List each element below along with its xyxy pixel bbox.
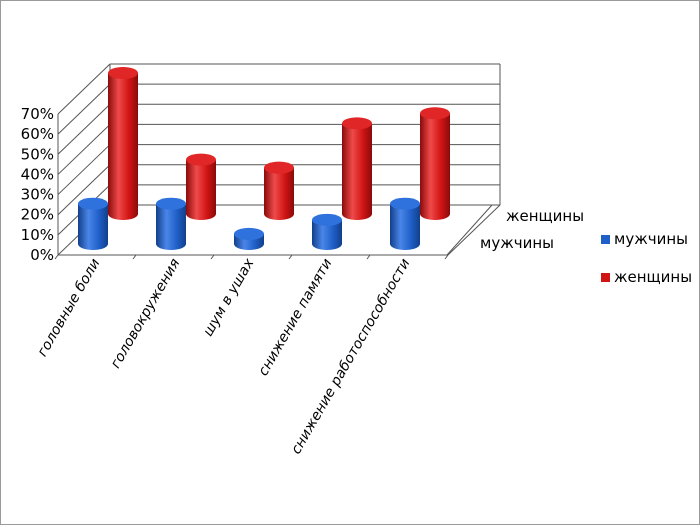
bar-women xyxy=(264,161,294,220)
bar-men xyxy=(312,213,342,250)
legend-label: мужчины xyxy=(614,230,688,248)
bar-women xyxy=(108,67,138,220)
legend-label: женщины xyxy=(614,268,692,286)
y-tick-label: 10% xyxy=(21,226,54,244)
legend-item: женщины xyxy=(601,268,692,286)
x-category-label: снижение памяти xyxy=(255,256,335,379)
bar-men xyxy=(78,197,108,250)
x-category-label: головокружения xyxy=(108,256,184,371)
x-tick xyxy=(444,254,449,260)
y-tick-label: 0% xyxy=(30,246,54,264)
y-tick-label: 50% xyxy=(21,145,54,163)
y-tick-label: 60% xyxy=(21,125,54,143)
legend-swatch xyxy=(601,273,610,282)
depth-label-women: женщины xyxy=(506,207,584,225)
gridline xyxy=(57,83,500,135)
x-tick xyxy=(366,254,371,260)
x-category-label: шум в ушах xyxy=(200,255,258,339)
gridline xyxy=(57,103,500,155)
y-tick-label: 40% xyxy=(21,165,54,183)
y-tick-label: 20% xyxy=(21,206,54,224)
bar-women xyxy=(186,153,216,220)
legend-item: мужчины xyxy=(601,230,688,248)
bar-men xyxy=(156,197,186,250)
bar-men xyxy=(390,197,420,250)
bar-women xyxy=(342,117,372,220)
x-category-label: головные боли xyxy=(35,256,104,359)
x-tick xyxy=(288,254,293,260)
bar-women xyxy=(420,107,450,220)
x-tick xyxy=(210,254,215,260)
depth-label-men: мужчины xyxy=(480,234,554,252)
bar-men xyxy=(234,227,264,250)
floor-side xyxy=(447,204,501,256)
x-tick xyxy=(132,254,137,260)
y-tick-label: 70% xyxy=(21,105,54,123)
gridline xyxy=(57,63,500,115)
y-tick-label: 30% xyxy=(21,186,54,204)
legend-swatch xyxy=(601,235,610,244)
x-tick xyxy=(54,254,59,260)
depth-axis xyxy=(446,204,493,256)
